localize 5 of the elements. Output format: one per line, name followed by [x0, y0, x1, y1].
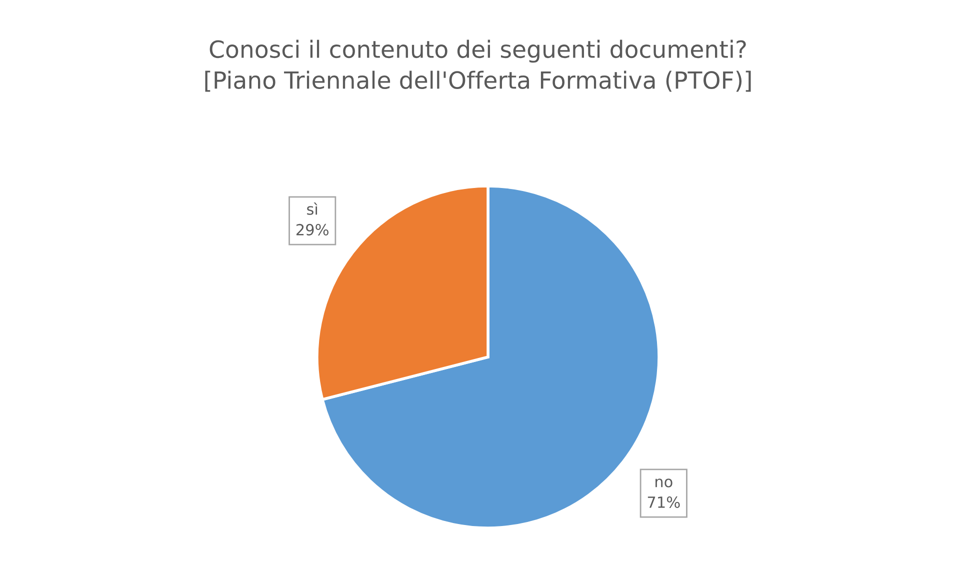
slice-label: sì — [307, 202, 318, 215]
chart-title: Conosci il contenuto dei seguenti documenti? [Piano Triennale dell'Offerta Formativa (PTOF)] — [205, 40, 751, 92]
slice-label: no — [656, 478, 672, 488]
data-label: 29% — [296, 224, 328, 236]
data-label: 71% — [648, 496, 680, 508]
